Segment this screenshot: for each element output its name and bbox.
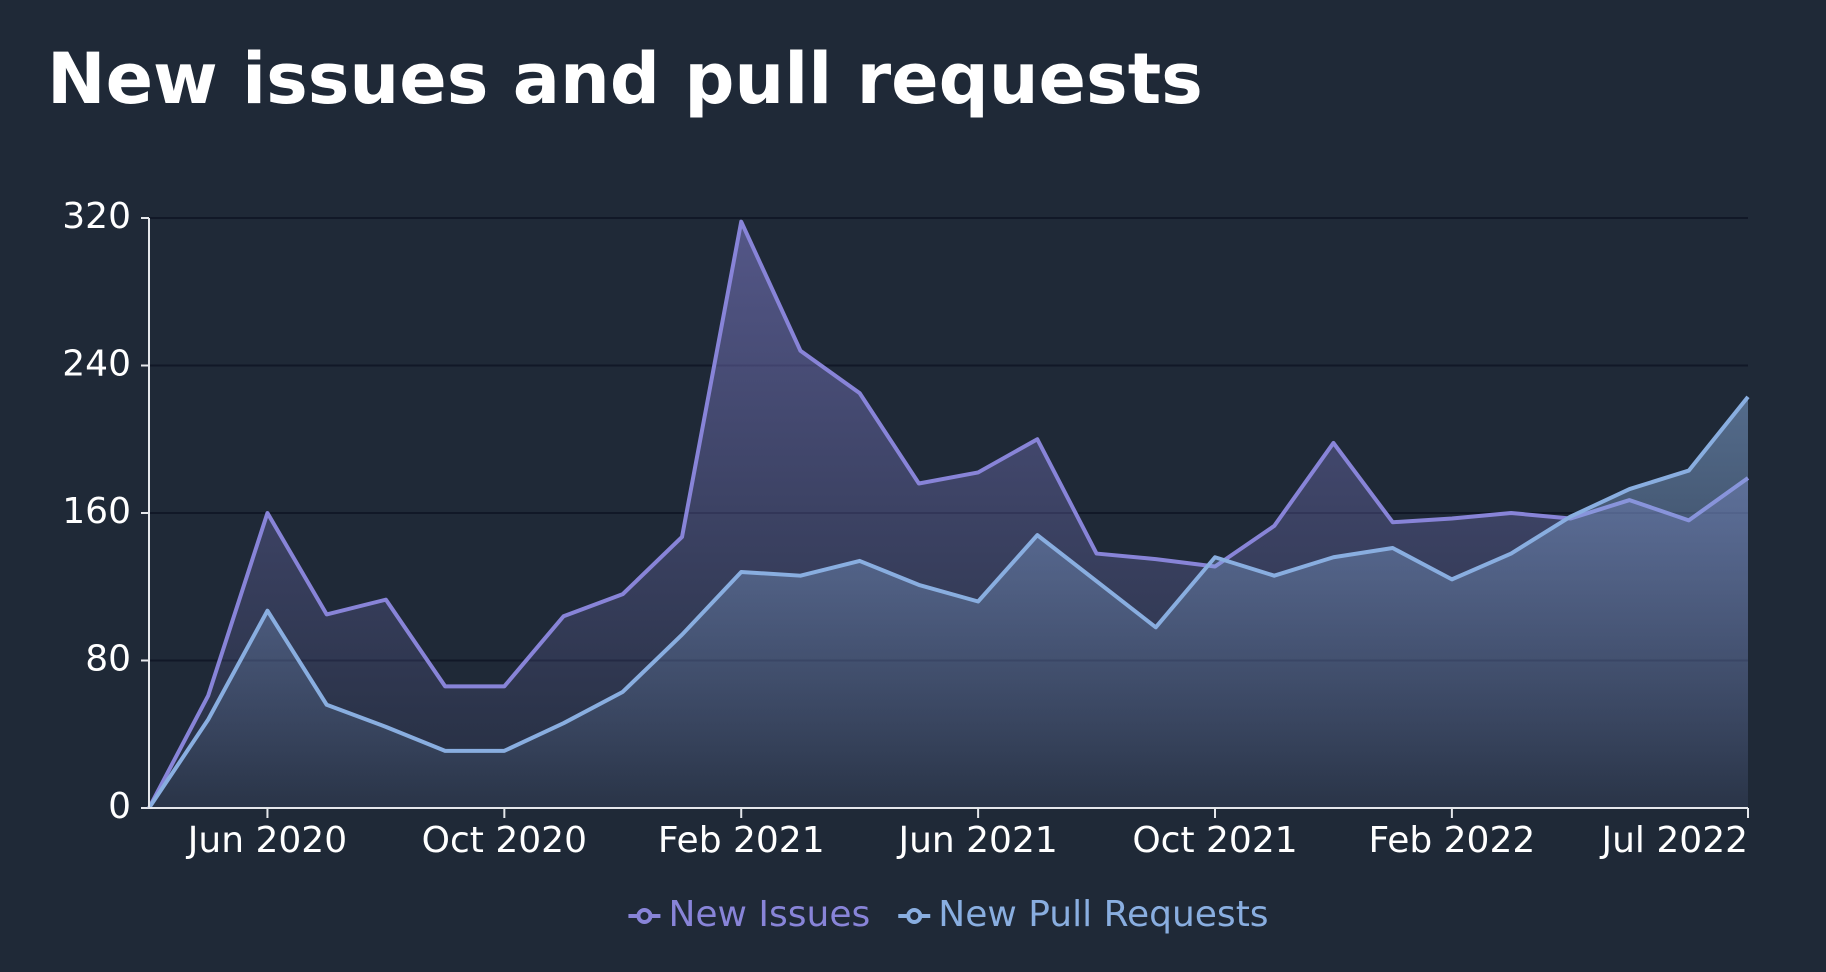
y-tick-label: 160	[62, 491, 131, 532]
line	[147, 219, 1750, 809]
legend-icon	[636, 908, 653, 924]
y-tick-label: 320	[62, 196, 131, 237]
x-tick-label: Oct 2021	[1132, 820, 1297, 861]
y-tick-label: 80	[85, 639, 131, 680]
legend-icon	[906, 908, 923, 924]
x-tick-label: Jun 2021	[896, 820, 1057, 861]
y-tick-label: 240	[62, 344, 131, 385]
line	[147, 395, 1750, 810]
x-tick-label: Feb 2021	[658, 820, 825, 861]
legend: New Issues New Pull Requests	[628, 894, 1269, 935]
x-tick-label: Feb 2022	[1368, 820, 1535, 861]
legend-label: New Pull Requests	[938, 894, 1268, 935]
x-tick-label: Jun 2020	[186, 820, 347, 861]
y-tick-label: 0	[108, 786, 131, 827]
chart-title: New issues and pull requests	[47, 38, 1203, 120]
x-tick-label: Jul 2022	[1600, 820, 1749, 861]
area	[149, 396, 1748, 808]
x-tick-label: Oct 2020	[422, 820, 587, 861]
legend-label: New Issues	[668, 894, 870, 935]
